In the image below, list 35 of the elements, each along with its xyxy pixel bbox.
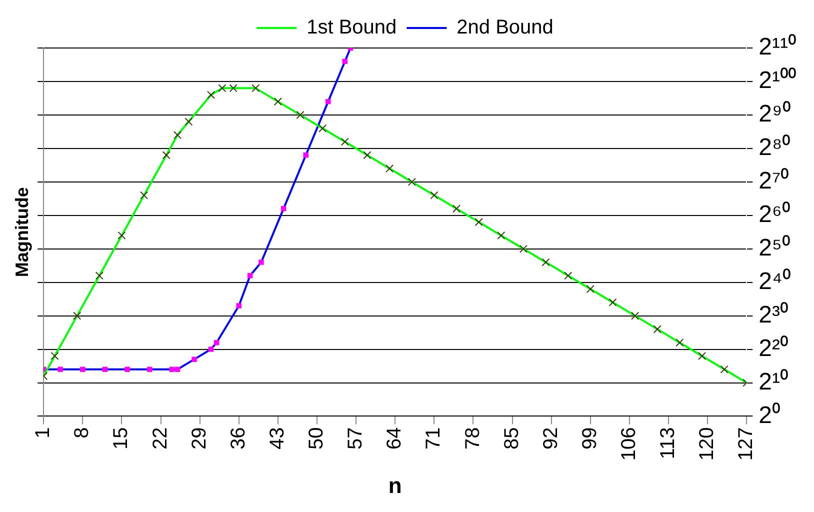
legend-label: 2nd Bound xyxy=(456,16,554,39)
x-tick-label: 127 xyxy=(735,427,758,461)
y-axis-title: Magnitude xyxy=(12,187,32,278)
y-tick-label: 2⁶⁰ xyxy=(758,201,790,228)
legend-label: 1st Bound xyxy=(306,16,397,39)
x-tick-label: 8 xyxy=(71,427,94,438)
x-tick-label: 92 xyxy=(540,427,562,450)
y-tick-label: 2⁹⁰ xyxy=(758,100,790,128)
y-tick-label: 2¹⁰⁰ xyxy=(758,67,796,94)
y-tick-label: 2⁷⁰ xyxy=(758,168,789,195)
x-tick-label: 120 xyxy=(696,427,718,461)
x-tick-label: 64 xyxy=(384,427,406,450)
x-tick-label: 50 xyxy=(306,427,328,450)
x-tick-label: 22 xyxy=(149,427,172,450)
x-tick-label: 43 xyxy=(266,427,288,450)
x-tick-label: 57 xyxy=(344,427,367,450)
y-tick-label: 2⁸⁰ xyxy=(758,134,790,162)
x-tick-label: 36 xyxy=(227,427,250,450)
x-tick-label: 78 xyxy=(462,427,484,450)
x-tick-label: 15 xyxy=(110,427,132,450)
x-tick-label: 99 xyxy=(578,427,601,450)
x-tick-label: 1 xyxy=(32,427,54,438)
y-tick-label: 2¹⁰ xyxy=(758,368,788,396)
y-tick-label: 2⁴⁰ xyxy=(758,268,790,295)
y-tick-label: 2⁵⁰ xyxy=(758,234,790,262)
x-tick-label: 106 xyxy=(618,427,640,461)
y-tick-label: 2⁰ xyxy=(758,402,780,429)
x-tick-label: 113 xyxy=(657,427,680,460)
y-tick-label: 2³⁰ xyxy=(758,301,788,328)
x-tick-label: 29 xyxy=(188,427,210,450)
y-tick-label: 2²⁰ xyxy=(758,334,788,362)
y-tick-label: 2¹¹⁰ xyxy=(758,34,796,61)
x-tick-label: 71 xyxy=(422,427,445,450)
x-tick-label: 85 xyxy=(500,427,523,450)
x-axis-title: n xyxy=(388,472,402,498)
